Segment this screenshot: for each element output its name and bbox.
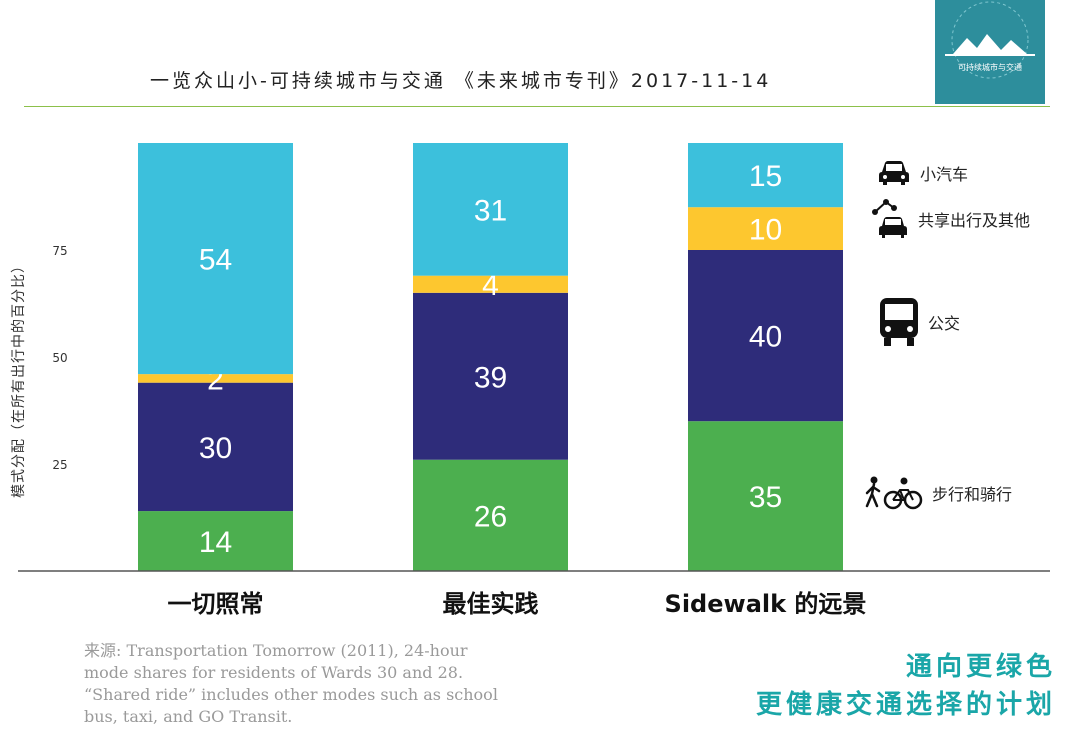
y-tick-label: 75 (52, 244, 67, 258)
legend-label-shared: 共享出行及其他 (918, 211, 1031, 230)
tagline-line1: 通向更绿色 (905, 652, 1056, 682)
legend-item-shared: 共享出行及其他 (870, 198, 1030, 240)
legend-item-active: 步行和骑行 (864, 476, 1012, 510)
data-label: 54 (199, 244, 232, 277)
bar-segment-active (138, 511, 293, 571)
bar-segment-shared (413, 275, 568, 293)
data-label: 4 (482, 269, 499, 302)
data-label: 35 (749, 481, 782, 514)
legend-item-transit: 公交 (878, 296, 960, 348)
source-text: Transportation Tomorrow (2011), 24-hour … (84, 641, 498, 726)
tagline-line2: 更健康交通选择的计划 (755, 690, 1056, 720)
bar-segment-car (688, 143, 843, 208)
logo-text: 可持续城市与交通 (958, 62, 1022, 72)
y-tick-label: 50 (52, 351, 67, 365)
data-label: 39 (474, 361, 507, 394)
stacked-bar-chart: 2550751430254一切照常2639431最佳实践35401015Side… (18, 143, 1050, 618)
data-label: 14 (199, 526, 232, 559)
car-icon (879, 161, 909, 185)
legend-item-car: 小汽车 (876, 158, 968, 188)
category-label: Sidewalk 的远景 (665, 590, 867, 618)
data-label: 31 (474, 194, 507, 227)
source-note: 来源: Transportation Tomorrow (2011), 24-h… (84, 640, 504, 728)
bar-segment-active (413, 459, 568, 571)
walk-bike-icon (865, 476, 923, 510)
data-label: 15 (749, 160, 782, 193)
bar-segment-car (138, 143, 293, 375)
bar-segment-transit (688, 250, 843, 422)
page-title: 一览众山小-可持续城市与交通 《未来城市专刊》2017-11-14 (150, 70, 772, 92)
data-label: 26 (474, 500, 507, 533)
bar-segment-car (413, 143, 568, 276)
bar-segment-transit (138, 382, 293, 512)
legend-label-transit: 公交 (928, 314, 961, 333)
legend-label-active: 步行和骑行 (932, 485, 1013, 504)
bar-segment-shared (688, 207, 843, 250)
bar-segment-active (688, 421, 843, 571)
data-label: 30 (199, 432, 232, 465)
legend-label-car: 小汽车 (920, 165, 969, 184)
header-divider (24, 106, 1050, 107)
shared-ride-icon (872, 199, 907, 238)
category-label: 最佳实践 (443, 590, 539, 618)
bus-icon (880, 298, 918, 346)
bar-segment-transit (413, 292, 568, 460)
bar-segment-shared (138, 374, 293, 383)
source-label: 来源: (84, 641, 122, 660)
category-label: 一切照常 (168, 590, 264, 618)
data-label: 40 (749, 321, 782, 354)
y-tick-label: 25 (52, 458, 67, 472)
data-label: 10 (749, 214, 782, 247)
logo: 可持续城市与交通 (935, 0, 1045, 104)
